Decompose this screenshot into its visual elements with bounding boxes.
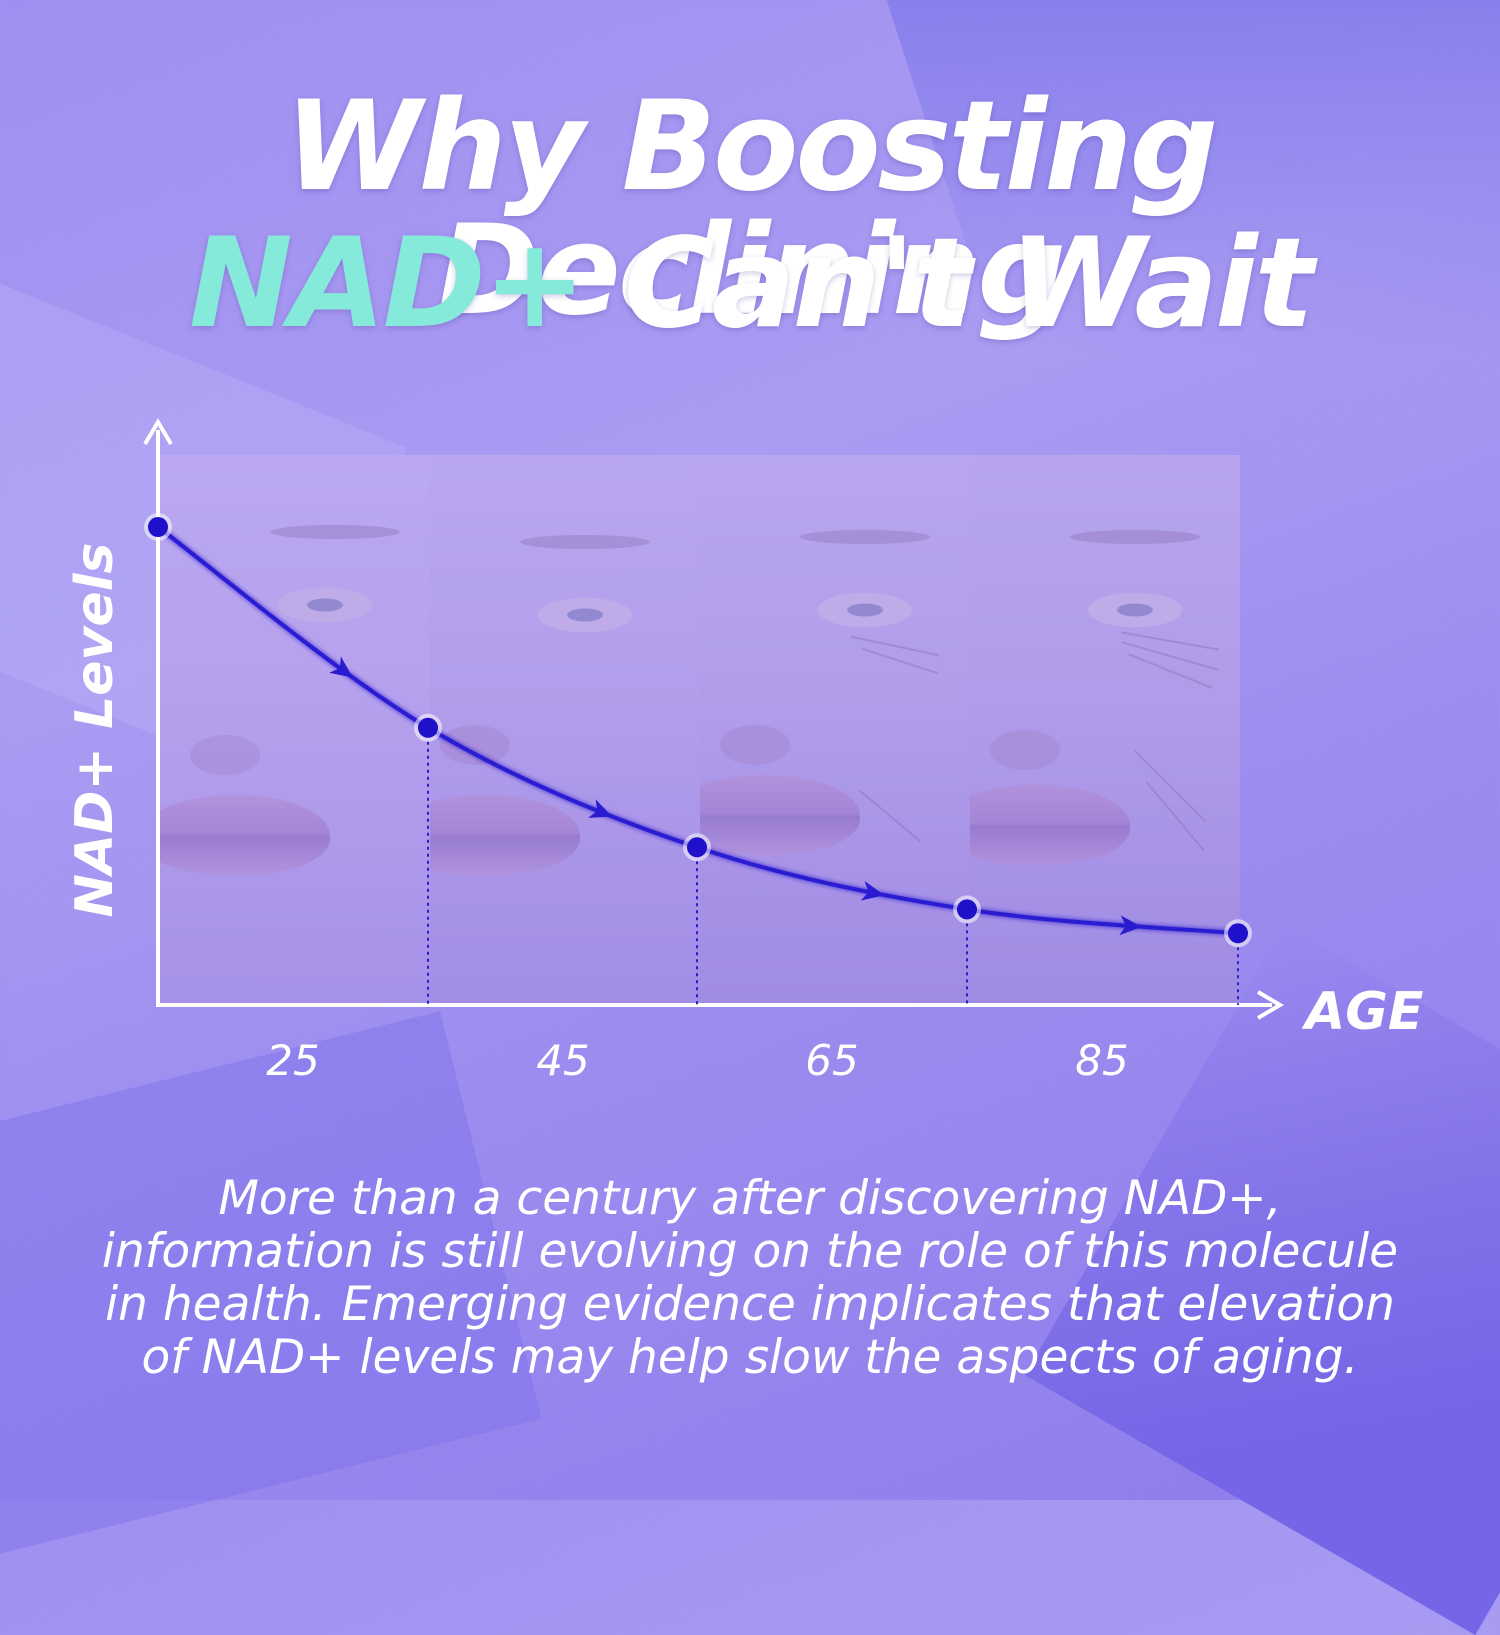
direction-arrow-icon bbox=[329, 656, 353, 678]
description-line: information is still evolving on the rol… bbox=[101, 1224, 1399, 1279]
description-line: More than a century after discovering NA… bbox=[218, 1171, 1282, 1226]
x-tick-label: 65 bbox=[805, 1036, 859, 1085]
title-accent-nad: NAD+ bbox=[189, 212, 587, 356]
data-point bbox=[148, 517, 168, 537]
face-photo-adult bbox=[430, 455, 700, 1005]
data-point bbox=[418, 717, 438, 738]
y-axis-label: NAD+ Levels bbox=[65, 542, 125, 918]
x-axis-arrow-icon bbox=[1256, 990, 1284, 1020]
series-line bbox=[156, 525, 1239, 936]
title-rest: Can't Wait bbox=[583, 212, 1314, 356]
page-title-line-1: Why Boosting Declining bbox=[284, 75, 1219, 343]
face-photo-elderly bbox=[970, 455, 1240, 1005]
description-line: in health. Emerging evidence implicates … bbox=[105, 1277, 1395, 1332]
page-title-line-2: NAD+ Can't Wait bbox=[0, 222, 1500, 346]
y-axis-arrow-icon bbox=[143, 418, 173, 446]
data-point bbox=[957, 899, 977, 920]
face-photo-young bbox=[160, 455, 430, 1005]
data-point bbox=[687, 837, 707, 858]
direction-arrow-icon bbox=[588, 799, 613, 818]
direction-arrow-icon bbox=[860, 881, 885, 901]
x-tick-label: 85 bbox=[1075, 1036, 1129, 1085]
description-text: More than a century after discovering NA… bbox=[30, 1172, 1470, 1384]
x-axis-label: AGE bbox=[1305, 982, 1424, 1042]
aging-faces-strip bbox=[160, 455, 1240, 1005]
description-line: of NAD+ levels may help slow the aspects… bbox=[141, 1330, 1359, 1385]
nad-decline-chart bbox=[143, 418, 1284, 1020]
data-point bbox=[1228, 923, 1248, 944]
x-tick-label: 45 bbox=[536, 1036, 590, 1085]
direction-arrow-icon bbox=[1119, 915, 1142, 936]
x-tick-label: 25 bbox=[266, 1036, 320, 1085]
face-photo-middle-aged bbox=[700, 455, 970, 1005]
